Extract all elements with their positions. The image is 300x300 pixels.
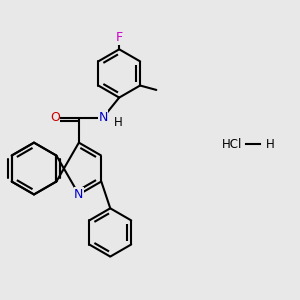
Text: O: O <box>50 111 60 124</box>
Text: F: F <box>116 31 123 44</box>
Text: H: H <box>114 116 123 128</box>
Text: H: H <box>266 138 275 151</box>
Text: HCl: HCl <box>222 138 243 151</box>
Text: N: N <box>74 188 83 201</box>
Text: N: N <box>98 111 108 124</box>
